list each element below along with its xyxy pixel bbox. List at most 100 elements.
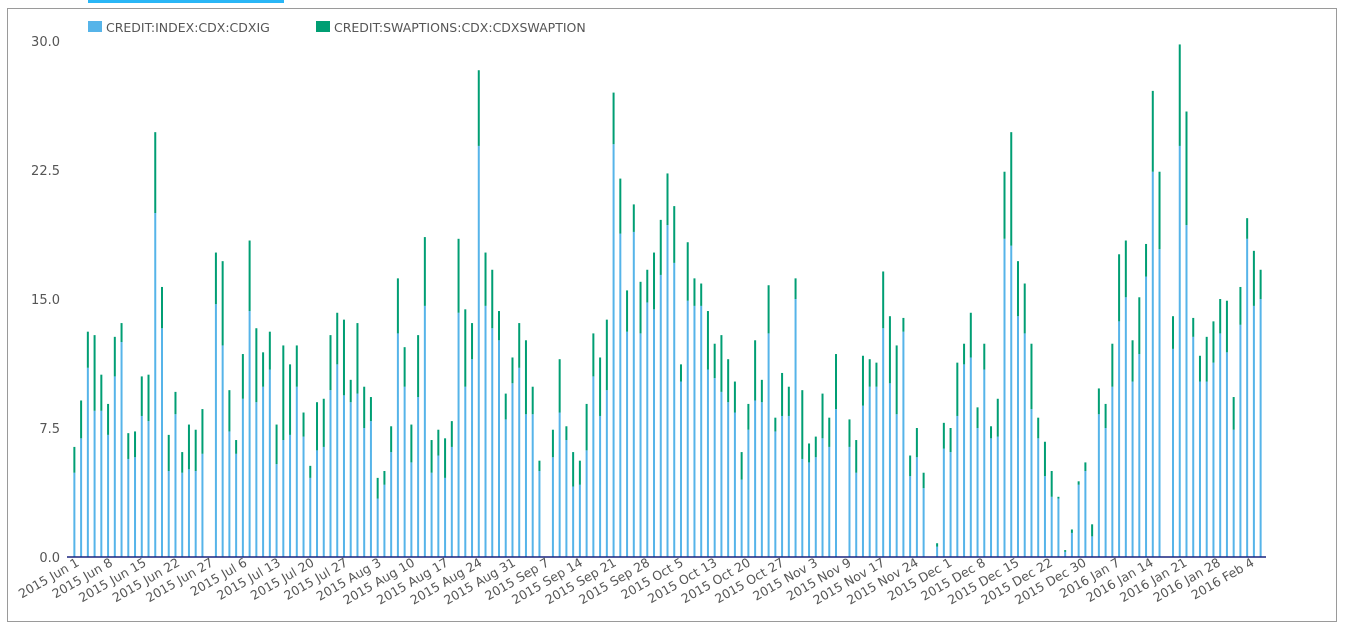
bar-46-cdxig — [383, 484, 386, 557]
bar-94-cdxig — [706, 369, 709, 557]
bar-124-cdxig — [909, 476, 912, 557]
bar-48-cdxswaption — [396, 278, 399, 334]
bar-155-cdxswaption — [1118, 254, 1121, 322]
bar-71-cdxswaption — [551, 429, 554, 458]
bar-139-cdxswaption — [1010, 132, 1013, 246]
bar-147-cdxig — [1064, 551, 1067, 557]
bar-68-cdxswaption — [531, 386, 534, 415]
bar-91-cdxig — [686, 300, 689, 557]
bar-72-cdxswaption — [558, 359, 561, 413]
bar-30-cdxig — [275, 464, 278, 557]
bar-94-cdxswaption — [706, 311, 709, 370]
bar-11-cdxswaption — [147, 374, 150, 422]
bar-30-cdxswaption — [275, 424, 278, 465]
bar-87-cdxswaption — [659, 219, 662, 275]
bar-29-cdxswaption — [268, 331, 271, 370]
bar-124-cdxswaption — [909, 455, 912, 477]
bar-172-cdxswaption — [1232, 397, 1235, 430]
bar-5-cdxig — [107, 434, 110, 557]
bar-107-cdxig — [794, 299, 797, 557]
bar-63-cdxswaption — [497, 311, 500, 341]
bar-24-cdxswaption — [235, 440, 238, 454]
bar-79-cdxswaption — [605, 319, 608, 391]
bar-89-cdxswaption — [673, 206, 676, 263]
bar-29-cdxig — [268, 369, 271, 557]
bar-36-cdxswaption — [316, 402, 319, 451]
bar-49-cdxswaption — [403, 347, 406, 387]
bar-116-cdxig — [855, 472, 858, 557]
bar-125-cdxswaption — [915, 428, 918, 458]
bar-117-cdxig — [861, 405, 864, 557]
bar-169-cdxig — [1212, 362, 1215, 557]
bar-150-cdxswaption — [1084, 462, 1087, 471]
bar-143-cdxswaption — [1037, 417, 1040, 439]
bar-136-cdxig — [990, 438, 993, 557]
bar-167-cdxswaption — [1198, 355, 1201, 382]
bar-117-cdxswaption — [861, 355, 864, 406]
bar-80-cdxig — [612, 144, 615, 557]
bar-140-cdxswaption — [1016, 261, 1019, 317]
bar-82-cdxig — [626, 331, 629, 557]
bar-62-cdxswaption — [491, 269, 494, 329]
bar-133-cdxswaption — [969, 312, 972, 358]
bar-113-cdxswaption — [835, 354, 838, 410]
bar-35-cdxig — [309, 477, 312, 557]
bar-83-cdxswaption — [632, 204, 635, 232]
bar-52-cdxswaption — [423, 237, 426, 306]
bar-145-cdxig — [1050, 496, 1053, 557]
legend-swatch — [316, 21, 330, 32]
bar-25-cdxswaption — [241, 354, 244, 399]
tab-accent-bar — [88, 0, 284, 3]
bar-28-cdxswaption — [262, 352, 265, 387]
bar-107-cdxswaption — [794, 278, 797, 299]
bar-146-cdxswaption — [1057, 496, 1060, 499]
bar-132-cdxig — [963, 364, 966, 557]
bar-39-cdxig — [336, 364, 339, 557]
bar-84-cdxswaption — [639, 281, 642, 334]
y-tick-label: 30.0 — [31, 35, 60, 50]
bar-161-cdxig — [1158, 249, 1161, 557]
bar-37-cdxswaption — [322, 398, 325, 447]
bar-168-cdxig — [1205, 381, 1208, 557]
bar-129-cdxig — [942, 448, 945, 557]
bar-73-cdxig — [565, 440, 568, 557]
bar-38-cdxswaption — [329, 335, 332, 391]
y-tick-label: 15.0 — [31, 293, 60, 308]
bar-135-cdxig — [983, 369, 986, 557]
bar-172-cdxig — [1232, 429, 1235, 557]
bar-76-cdxig — [585, 450, 588, 557]
bar-138-cdxig — [1003, 238, 1006, 558]
bar-21-cdxswaption — [214, 252, 217, 305]
bar-147-cdxswaption — [1064, 550, 1067, 552]
bar-106-cdxswaption — [787, 386, 790, 416]
bar-40-cdxswaption — [342, 319, 345, 396]
bar-142-cdxswaption — [1030, 343, 1033, 410]
bar-74-cdxswaption — [572, 452, 575, 487]
bar-47-cdxswaption — [390, 426, 393, 453]
bar-12-cdxswaption — [154, 132, 157, 213]
bar-174-cdxswaption — [1246, 218, 1249, 239]
bar-98-cdxig — [733, 412, 736, 557]
bar-44-cdxig — [369, 421, 372, 557]
bar-54-cdxswaption — [437, 429, 440, 456]
bar-38-cdxig — [329, 390, 332, 557]
bar-115-cdxswaption — [848, 419, 851, 447]
bar-9-cdxig — [134, 457, 137, 557]
bar-122-cdxig — [895, 414, 898, 557]
bar-115-cdxig — [848, 446, 851, 557]
bar-137-cdxswaption — [996, 398, 999, 437]
bar-153-cdxig — [1104, 428, 1107, 557]
bar-34-cdxig — [302, 436, 305, 557]
bar-120-cdxswaption — [882, 271, 885, 329]
bar-7-cdxig — [120, 342, 123, 557]
bar-68-cdxig — [531, 414, 534, 557]
bar-8-cdxig — [127, 458, 130, 557]
bar-131-cdxswaption — [956, 362, 959, 416]
bar-168-cdxswaption — [1205, 336, 1208, 382]
bar-112-cdxswaption — [828, 417, 831, 447]
legend-label: CREDIT:INDEX:CDX:CDXIG — [106, 20, 270, 35]
bar-97-cdxig — [727, 402, 730, 557]
bar-2-cdxswaption — [86, 331, 89, 368]
bar-132-cdxswaption — [963, 343, 966, 365]
bar-59-cdxig — [471, 359, 474, 557]
